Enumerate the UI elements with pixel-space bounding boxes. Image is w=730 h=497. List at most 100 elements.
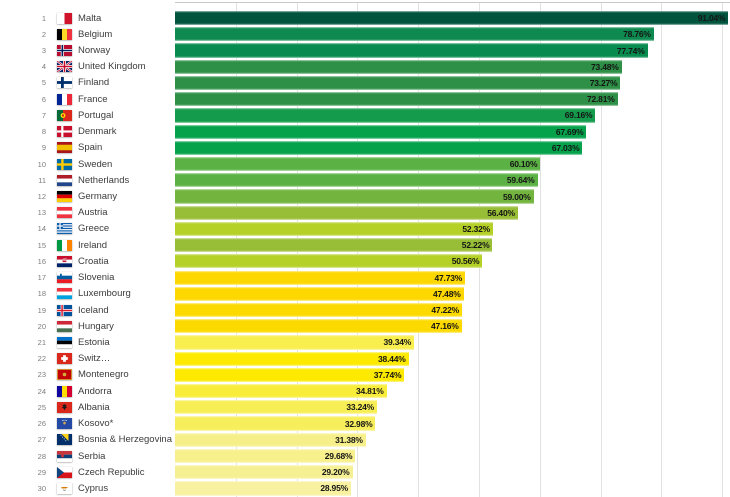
flag-icon-slovenia bbox=[57, 272, 72, 284]
bar-value-label: 32.98% bbox=[344, 418, 373, 429]
chart-row: 9 Spain 67.03% bbox=[0, 140, 730, 156]
bar[interactable]: 52.32% bbox=[175, 221, 494, 237]
rank-label: 11 bbox=[38, 175, 46, 185]
flag-icon-sweden bbox=[57, 158, 72, 170]
bar[interactable]: 47.73% bbox=[175, 270, 466, 285]
bar[interactable]: 47.16% bbox=[175, 319, 462, 334]
flag-icon-portugal bbox=[57, 109, 72, 121]
rank-label: 21 bbox=[37, 337, 46, 347]
bar[interactable]: 39.34% bbox=[175, 335, 415, 350]
bar-value-label: 59.00% bbox=[503, 191, 531, 202]
bar[interactable]: 37.74% bbox=[175, 367, 405, 382]
bar[interactable]: 73.48% bbox=[175, 59, 622, 74]
chart-row: 2 Belgium 78.76% bbox=[0, 26, 730, 42]
bar-track: 52.32% bbox=[175, 221, 730, 237]
bar[interactable]: 78.76% bbox=[175, 27, 654, 42]
flag-icon-france bbox=[57, 93, 72, 105]
chart-row: 29 Czech Republic 29.20% bbox=[0, 464, 730, 480]
bar[interactable]: 38.44% bbox=[175, 351, 409, 366]
flag-icon-uk bbox=[57, 61, 72, 73]
rank-label: 1 bbox=[41, 13, 46, 23]
bar-value-label: 37.74% bbox=[373, 369, 402, 380]
country-label: Sweden bbox=[78, 158, 113, 170]
rank-label: 25 bbox=[37, 402, 46, 412]
bar-track: 50.56% bbox=[175, 253, 730, 269]
bar-track: 72.81% bbox=[175, 91, 730, 107]
flag-icon-denmark bbox=[57, 126, 72, 138]
country-label: Norway bbox=[78, 45, 111, 57]
country-label: Belgium bbox=[78, 28, 113, 40]
bar[interactable]: 33.24% bbox=[175, 400, 378, 415]
flag-icon-luxembourg bbox=[57, 288, 72, 300]
bar[interactable]: 91.04% bbox=[175, 11, 729, 26]
bar[interactable]: 47.22% bbox=[175, 302, 463, 318]
rank-label: 8 bbox=[41, 127, 46, 137]
bar[interactable]: 29.20% bbox=[175, 465, 353, 480]
flag-icon-hungary bbox=[57, 320, 72, 332]
country-label: Hungary bbox=[78, 320, 114, 332]
chart-row: 7 Portugal 69.16% bbox=[0, 107, 730, 123]
country-label: Greece bbox=[78, 223, 110, 235]
bar[interactable]: 59.00% bbox=[175, 189, 534, 204]
bar-value-label: 28.95% bbox=[320, 483, 348, 494]
bar-track: 47.22% bbox=[175, 302, 730, 318]
flag-icon-austria bbox=[57, 207, 72, 219]
country-label: Denmark bbox=[78, 126, 117, 138]
bar[interactable]: 59.64% bbox=[175, 173, 538, 188]
bar[interactable]: 73.27% bbox=[175, 75, 621, 91]
country-label: Serbia bbox=[78, 450, 106, 462]
country-label: Malta bbox=[78, 12, 102, 24]
rank-label: 3 bbox=[41, 46, 46, 56]
bar[interactable]: 56.40% bbox=[175, 205, 518, 220]
bar[interactable]: 60.10% bbox=[175, 156, 541, 172]
bar[interactable]: 67.03% bbox=[175, 140, 583, 155]
country-label: Albania bbox=[78, 401, 110, 413]
country-label: Czech Republic bbox=[78, 466, 145, 478]
bar[interactable]: 32.98% bbox=[175, 416, 376, 431]
flag-icon-kosovo bbox=[57, 418, 72, 430]
bar-value-label: 47.16% bbox=[431, 321, 459, 332]
bar[interactable]: 47.48% bbox=[175, 286, 464, 301]
country-label: Switz… bbox=[78, 353, 111, 365]
bar-track: 60.10% bbox=[175, 156, 730, 172]
bar[interactable]: 69.16% bbox=[175, 108, 596, 123]
bar[interactable]: 52.22% bbox=[175, 238, 493, 253]
bar[interactable]: 29.68% bbox=[175, 448, 356, 464]
flag-icon-czech bbox=[57, 466, 72, 478]
bar-track: 37.74% bbox=[175, 367, 730, 383]
bar-value-label: 39.34% bbox=[383, 337, 412, 348]
flag-icon-iceland bbox=[57, 304, 72, 316]
rank-label: 30 bbox=[37, 483, 46, 493]
rank-label: 13 bbox=[37, 208, 46, 218]
bar-value-label: 59.64% bbox=[506, 175, 535, 186]
bar[interactable]: 77.74% bbox=[175, 43, 648, 58]
bar-track: 33.24% bbox=[175, 399, 730, 415]
bar-value-label: 47.48% bbox=[432, 288, 461, 299]
bar-value-label: 47.73% bbox=[434, 272, 463, 283]
bar[interactable]: 28.95% bbox=[175, 481, 351, 496]
bar-value-label: 29.20% bbox=[321, 467, 350, 478]
bar[interactable]: 72.81% bbox=[175, 92, 618, 107]
rank-label: 6 bbox=[41, 94, 46, 104]
chart-row: 10 Sweden 60.10% bbox=[0, 156, 730, 172]
rank-label: 24 bbox=[37, 386, 46, 396]
chart-row: 20 Hungary 47.16% bbox=[0, 318, 730, 334]
bar-track: 52.22% bbox=[175, 237, 730, 253]
bar-value-label: 77.74% bbox=[616, 45, 645, 56]
bar-value-label: 60.10% bbox=[509, 159, 538, 170]
rank-label: 12 bbox=[37, 192, 46, 202]
flag-icon-cyprus bbox=[57, 482, 72, 494]
bar[interactable]: 50.56% bbox=[175, 254, 483, 269]
bar[interactable]: 67.69% bbox=[175, 124, 587, 139]
chart-row: 5 Finland 73.27% bbox=[0, 75, 730, 91]
country-label: Finland bbox=[78, 77, 110, 89]
flag-icon-netherlands bbox=[57, 174, 72, 186]
bar[interactable]: 34.81% bbox=[175, 384, 387, 399]
country-label: Andorra bbox=[78, 385, 112, 397]
bar-track: 29.68% bbox=[175, 448, 730, 464]
gridline bbox=[661, 3, 663, 497]
bar-track: 34.81% bbox=[175, 383, 730, 399]
chart-row: 6 France 72.81% bbox=[0, 91, 730, 107]
bar[interactable]: 31.38% bbox=[175, 432, 366, 447]
